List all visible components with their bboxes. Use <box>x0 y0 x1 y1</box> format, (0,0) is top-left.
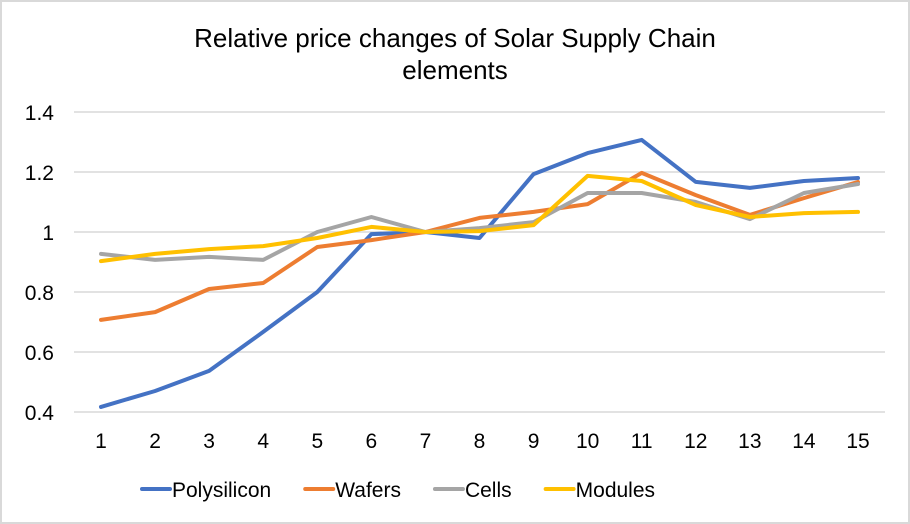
legend-item-polysilicon: Polysilicon <box>140 479 271 502</box>
x-tick-label: 10 <box>576 430 599 453</box>
x-tick-label: 4 <box>257 430 269 453</box>
x-tick-label: 12 <box>684 430 707 453</box>
y-axis-ticks: 0.4 0.6 0.8 1 1.2 1.4 <box>25 102 55 425</box>
y-tick-label: 0.4 <box>25 402 55 425</box>
x-tick-label: 7 <box>420 430 432 453</box>
series-line-wafers <box>99 170 860 322</box>
chart-title-line-2: elements <box>402 55 508 85</box>
legend-item-wafers: Wafers <box>303 479 401 502</box>
series-lines <box>99 137 860 409</box>
series-line-polysilicon <box>99 137 860 409</box>
y-tick-label: 1.2 <box>25 162 54 185</box>
chart-title-line-1: Relative price changes of Solar Supply C… <box>194 23 716 53</box>
x-tick-label: 1 <box>95 430 107 453</box>
x-tick-label: 3 <box>203 430 215 453</box>
legend-label: Wafers <box>335 479 401 502</box>
legend-label: Polysilicon <box>172 479 271 502</box>
y-tick-label: 0.8 <box>25 282 54 305</box>
x-axis-ticks: 1 2 3 4 5 6 7 8 9 10 11 12 13 14 15 <box>95 430 870 453</box>
legend-label: Modules <box>576 479 655 502</box>
series-line-modules <box>99 173 860 264</box>
legend-label: Cells <box>465 479 512 502</box>
legend: Polysilicon Wafers Cells Modules <box>140 479 655 502</box>
x-tick-label: 2 <box>149 430 161 453</box>
x-tick-label: 14 <box>792 430 816 453</box>
x-tick-label: 9 <box>528 430 540 453</box>
y-tick-label: 1 <box>42 222 54 245</box>
x-tick-label: 5 <box>311 430 323 453</box>
x-tick-label: 6 <box>366 430 378 453</box>
gridlines <box>74 111 885 413</box>
y-tick-label: 1.4 <box>25 102 55 125</box>
x-tick-label: 15 <box>846 430 869 453</box>
legend-item-modules: Modules <box>543 479 655 502</box>
x-tick-label: 13 <box>738 430 761 453</box>
legend-item-cells: Cells <box>432 479 512 502</box>
x-tick-label: 8 <box>474 430 486 453</box>
y-tick-label: 0.6 <box>25 342 54 365</box>
x-tick-label: 11 <box>631 430 653 453</box>
